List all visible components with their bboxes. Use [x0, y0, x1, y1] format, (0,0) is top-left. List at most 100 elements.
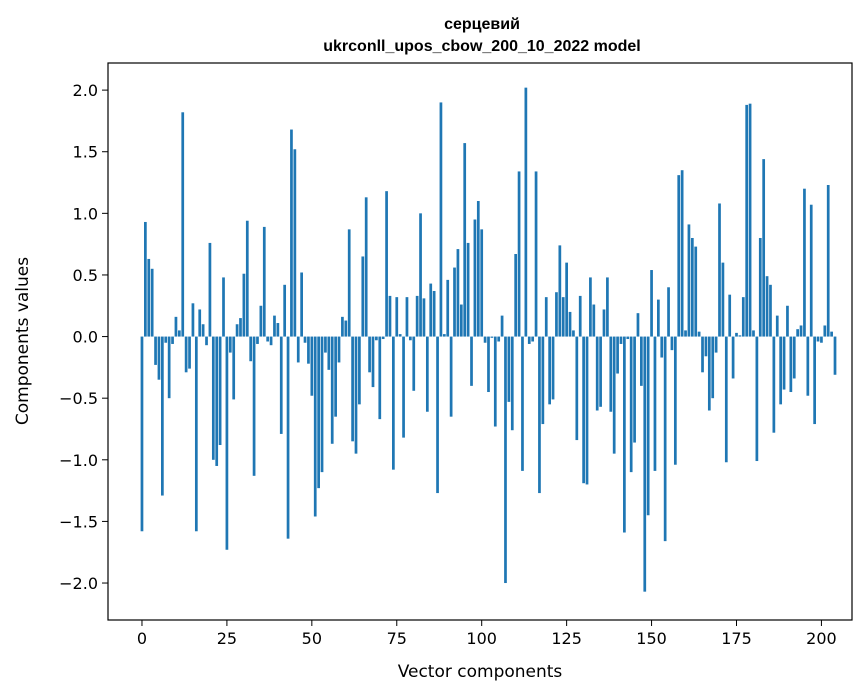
bar	[497, 336, 501, 342]
bar	[480, 229, 484, 337]
bar	[174, 316, 178, 337]
bar	[286, 336, 290, 539]
bar	[690, 237, 694, 337]
bar	[154, 336, 157, 365]
x-tick-label: 50	[302, 629, 322, 648]
y-tick-label: 1.0	[73, 204, 98, 223]
bar	[748, 103, 752, 337]
bar	[239, 318, 242, 337]
bar	[429, 283, 433, 337]
bar	[453, 267, 456, 337]
bar	[568, 311, 572, 337]
bar	[572, 330, 575, 337]
bar	[344, 320, 348, 337]
x-tick-label: 0	[137, 629, 147, 648]
bar	[412, 336, 416, 391]
y-axis-label: Components values	[13, 257, 33, 425]
bar	[405, 297, 409, 337]
bar	[432, 290, 436, 337]
bar	[341, 316, 344, 337]
bar	[157, 336, 161, 380]
bar	[436, 336, 439, 494]
bar	[619, 336, 623, 344]
bar	[667, 287, 670, 337]
bar	[279, 336, 283, 434]
bar	[150, 268, 154, 337]
bar	[585, 336, 589, 485]
bar	[252, 336, 256, 476]
bar	[599, 336, 602, 407]
bar	[198, 309, 202, 337]
bar	[269, 336, 273, 346]
bar	[510, 336, 514, 431]
bar	[500, 315, 504, 337]
bar	[225, 336, 229, 550]
y-tick-label: 0.5	[73, 266, 98, 285]
bar	[741, 297, 745, 337]
bar	[184, 336, 188, 373]
bar	[449, 336, 453, 417]
bar	[324, 336, 327, 353]
bar	[415, 295, 419, 337]
bar	[680, 170, 684, 337]
bar	[300, 272, 303, 337]
bar	[657, 299, 660, 337]
bar	[259, 305, 263, 337]
bar	[283, 284, 287, 337]
bar	[514, 254, 518, 337]
bar	[684, 330, 687, 337]
bar	[205, 336, 208, 346]
bar	[534, 171, 538, 337]
bar	[745, 104, 749, 337]
bar	[358, 336, 361, 405]
bar	[707, 336, 711, 411]
bar	[147, 258, 151, 337]
bar	[422, 298, 426, 337]
bar	[167, 336, 171, 399]
bar	[796, 329, 799, 337]
bar	[765, 276, 769, 337]
bar	[378, 336, 382, 420]
bar	[218, 336, 222, 446]
bar	[623, 336, 626, 533]
bar	[177, 330, 181, 337]
bar	[211, 336, 215, 460]
bar	[337, 336, 341, 363]
x-tick-label: 125	[551, 629, 582, 648]
bar	[208, 242, 212, 337]
bar	[493, 336, 497, 427]
y-axis: 2.0 1.5 1.0 0.5 0.0 −0.5 −1.0 −1.5 −2.0	[59, 81, 108, 593]
bar	[626, 336, 630, 340]
bar	[660, 336, 664, 358]
bar	[653, 336, 657, 471]
x-tick-label: 200	[806, 629, 837, 648]
bar	[643, 336, 647, 592]
bar	[711, 336, 715, 399]
bar	[504, 336, 507, 584]
bar	[320, 336, 324, 473]
bar	[565, 262, 568, 337]
bar	[714, 336, 718, 353]
bar	[262, 226, 266, 337]
bar	[521, 336, 524, 471]
bar	[728, 294, 732, 337]
bar	[395, 297, 399, 337]
bar	[592, 304, 596, 337]
bar	[194, 336, 198, 532]
bar	[799, 325, 803, 337]
bar	[351, 336, 354, 442]
bar	[820, 336, 823, 343]
bar	[245, 220, 249, 337]
bar	[636, 313, 640, 337]
bar	[775, 315, 779, 337]
bar	[782, 336, 786, 390]
y-tick-label: −1.0	[59, 451, 98, 470]
bar	[762, 159, 766, 337]
bar	[296, 336, 300, 363]
bar	[402, 336, 405, 438]
bar	[473, 219, 477, 337]
bar	[381, 336, 385, 340]
y-tick-label: 2.0	[73, 81, 98, 100]
bar	[334, 336, 337, 417]
bar	[809, 204, 813, 337]
